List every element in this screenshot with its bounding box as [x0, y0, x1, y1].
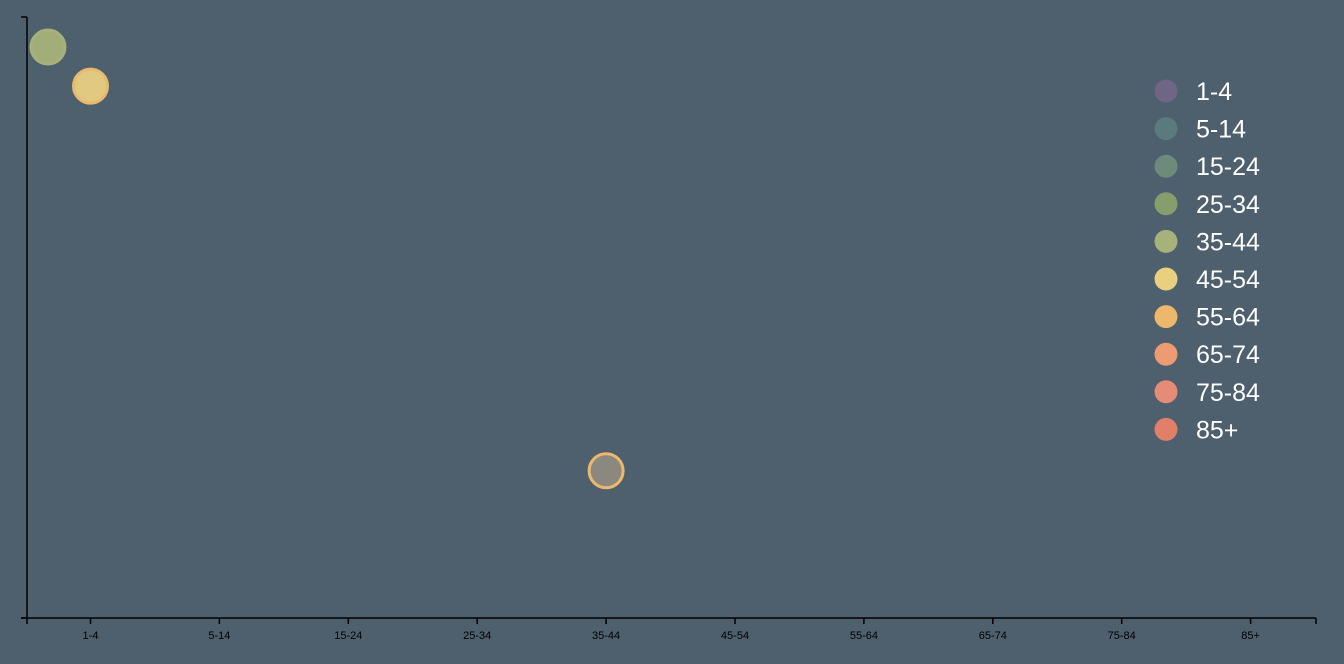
legend-label: 5-14: [1196, 116, 1246, 144]
x-tick-label: 85+: [1241, 630, 1260, 642]
legend-swatch: [1154, 117, 1178, 141]
x-tick-label: 25-34: [463, 630, 491, 642]
legend-label: 15-24: [1196, 153, 1260, 181]
x-tick-label: 75-84: [1108, 630, 1136, 642]
x-tick-label: 35-44: [592, 630, 620, 642]
legend-label: 55-64: [1196, 304, 1260, 332]
x-tick-label: 15-24: [334, 630, 362, 642]
data-point: [29, 28, 67, 66]
legend-label: 85+: [1196, 416, 1238, 444]
data-point: [587, 452, 625, 490]
legend-swatch: [1154, 229, 1178, 253]
legend-swatch: [1154, 79, 1178, 103]
x-tick-label: 45-54: [721, 630, 749, 642]
x-tick-label: 55-64: [850, 630, 878, 642]
legend: 1-4 5-14 15-24 25-34 35-44 45-54 55-64 65-74 75-…: [1154, 78, 1260, 444]
legend-swatch: [1154, 192, 1178, 216]
legend-swatch: [1154, 380, 1178, 404]
x-tick-label: 1-4: [83, 630, 99, 642]
legend-label: 25-34: [1196, 191, 1260, 219]
axes: 1-4 5-14 15-24 25-34 35-44 45-54 55-64 65-74 75-…: [21, 16, 1317, 642]
legend-swatch: [1154, 417, 1178, 441]
legend-label: 45-54: [1196, 266, 1260, 294]
x-tick-label: 5-14: [208, 630, 230, 642]
legend-label: 1-4: [1196, 78, 1232, 106]
legend-label: 75-84: [1196, 379, 1260, 407]
data-point: [72, 67, 109, 105]
legend-label: 65-74: [1196, 341, 1260, 369]
legend-swatch: [1154, 305, 1178, 329]
data-points: [29, 28, 625, 490]
legend-swatch: [1154, 154, 1178, 178]
legend-label: 35-44: [1196, 228, 1260, 256]
legend-swatch: [1154, 342, 1178, 366]
x-tick-label: 65-74: [979, 630, 1007, 642]
legend-swatch: [1154, 267, 1178, 291]
